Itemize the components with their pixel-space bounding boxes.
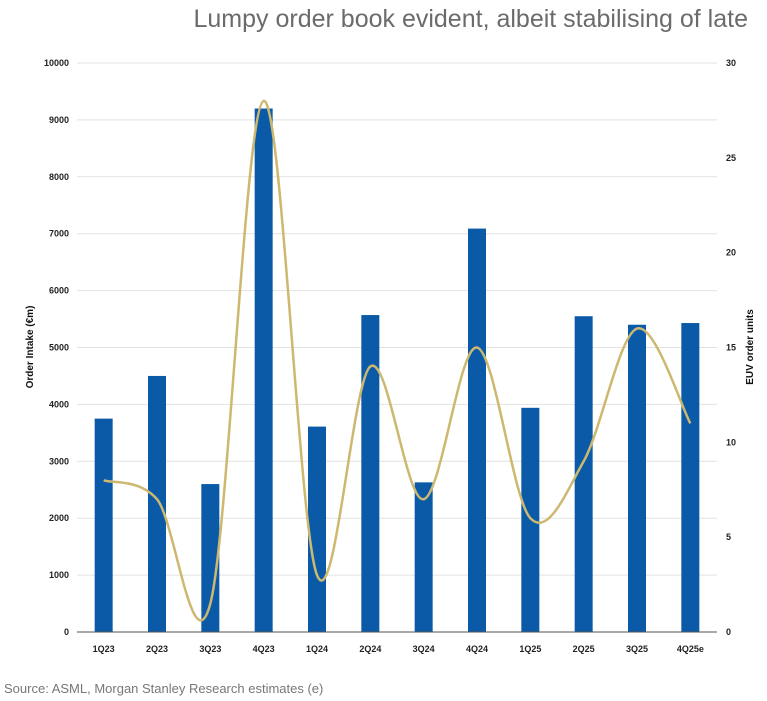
y2-tick-label: 0: [726, 627, 731, 637]
x-tick-label: 4Q23: [253, 644, 275, 654]
y2-axis-title: EUV order units: [745, 309, 756, 385]
source-note: Source: ASML, Morgan Stanley Research es…: [4, 681, 323, 696]
y2-tick-label: 30: [726, 58, 736, 68]
y-tick-label: 0: [64, 627, 69, 637]
chart-title: Lumpy order book evident, albeit stabili…: [194, 5, 749, 33]
bar-3Q23: [201, 484, 220, 632]
bar-3Q25: [628, 324, 646, 632]
right-axis-ticks: 0 5 10 15 20 25 30: [726, 58, 736, 637]
bar-4Q24: [468, 228, 486, 633]
line-series: [103, 99, 692, 622]
y-tick-label: 6000: [49, 286, 69, 296]
x-tick-label: 4Q24: [466, 644, 488, 654]
x-tick-label: 3Q25: [626, 644, 648, 654]
y2-tick-label: 10: [726, 437, 736, 447]
bar-series: [94, 108, 700, 633]
x-tick-label: 3Q23: [199, 644, 221, 654]
x-tick-label: 2Q23: [146, 644, 168, 654]
left-axis-ticks: 0 1000 2000 3000 4000 5000 6000 7000 8000 9000 100…: [44, 58, 69, 637]
y-tick-label: 10000: [44, 58, 69, 68]
y2-tick-label: 5: [726, 532, 731, 542]
bar-2Q24: [361, 315, 380, 632]
x-tick-label: 2Q25: [573, 644, 595, 654]
y-tick-label: 1000: [49, 570, 69, 580]
y-tick-label: 7000: [49, 229, 69, 239]
x-tick-label: 2Q24: [359, 644, 381, 654]
y-tick-label: 2000: [49, 513, 69, 523]
y-tick-label: 4000: [49, 399, 69, 409]
bar-1Q24: [308, 426, 326, 632]
y-tick-label: 8000: [49, 172, 69, 182]
bar-2Q25: [574, 316, 593, 632]
y2-tick-label: 20: [726, 248, 736, 258]
bar-3Q24: [414, 482, 433, 632]
y-tick-label: 3000: [49, 456, 69, 466]
y-tick-label: 5000: [49, 343, 69, 353]
gridlines: [77, 62, 717, 576]
bar-4Q25e: [681, 323, 700, 632]
y-axis-title: Order Intake (€m): [25, 306, 36, 389]
y2-tick-label: 15: [726, 343, 736, 353]
x-axis-ticks: 1Q23 2Q23 3Q23 4Q23 1Q24 2Q24 3Q24 4Q24 1Q25 2Q25…: [93, 644, 704, 654]
bar-4Q23: [254, 108, 273, 632]
bar-2Q23: [148, 375, 166, 632]
x-tick-label: 4Q25e: [677, 644, 704, 654]
bar-1Q23: [94, 418, 113, 632]
y2-tick-label: 25: [726, 153, 736, 163]
x-tick-label: 1Q25: [519, 644, 541, 654]
x-tick-label: 1Q23: [93, 644, 115, 654]
x-tick-label: 1Q24: [306, 644, 328, 654]
euv-order-units-line: [103, 99, 692, 622]
y-tick-label: 9000: [49, 115, 69, 125]
x-tick-label: 3Q24: [413, 644, 435, 654]
